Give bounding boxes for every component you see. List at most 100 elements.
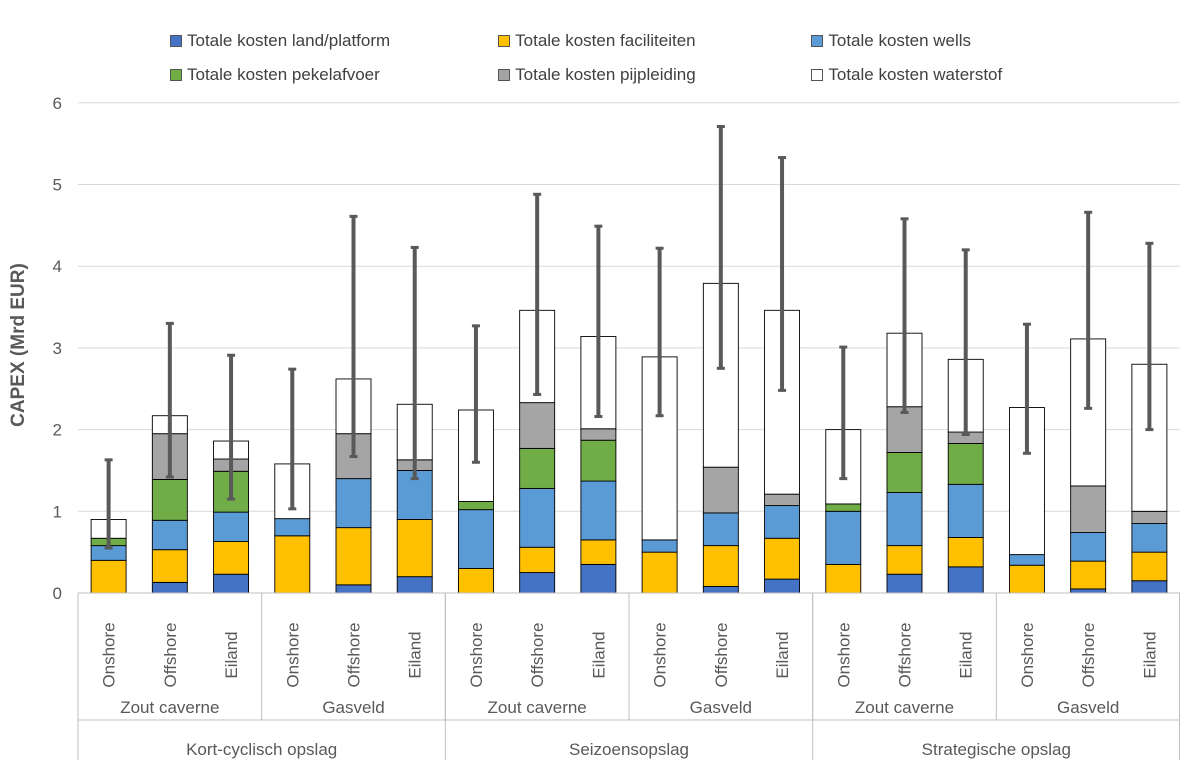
legend-item: Totale kosten pijpleiding <box>498 65 811 85</box>
y-tick-label: 2 <box>53 421 62 440</box>
bars-layer <box>90 282 1168 594</box>
x-category-label: Eiland <box>222 631 241 678</box>
bar-segment <box>580 428 617 441</box>
subgroup-label: Gasveld <box>322 698 384 717</box>
bar-segment <box>641 551 678 594</box>
bar-segment <box>274 518 311 537</box>
y-tick-label: 4 <box>53 257 62 276</box>
bar-segment <box>335 527 372 586</box>
bar-segment <box>702 512 739 547</box>
bar-segment <box>396 519 433 578</box>
bar-segment <box>1070 560 1107 590</box>
bar-segment <box>825 510 862 565</box>
x-category-label: Offshore <box>345 623 364 688</box>
legend-item: Totale kosten pekelafvoer <box>170 65 498 85</box>
x-category-label: Onshore <box>834 622 853 687</box>
x-category-label: Eiland <box>406 631 425 678</box>
bar-segment <box>519 572 556 594</box>
legend-swatch <box>811 69 824 81</box>
bar-segment <box>519 546 556 574</box>
x-category-label: Eiland <box>957 631 976 678</box>
bar-segment <box>825 563 862 594</box>
bar-segment <box>1008 564 1045 594</box>
bar-segment <box>947 483 984 538</box>
legend-label: Totale kosten faciliteiten <box>515 31 696 50</box>
x-category-label: Onshore <box>283 622 302 687</box>
x-category-label: Eiland <box>773 631 792 678</box>
x-category-label: Offshore <box>712 623 731 688</box>
bar-segment <box>580 439 617 482</box>
bar-segment <box>580 480 617 541</box>
bar-segment <box>396 576 433 594</box>
bar-segment <box>580 539 617 565</box>
bar-segment <box>457 501 494 511</box>
bar-segment <box>1131 580 1168 594</box>
legend-item: Totale kosten wells <box>811 31 1050 51</box>
bar-segment <box>886 492 923 547</box>
x-category-label: Onshore <box>100 622 119 687</box>
group-label: Strategische opslag <box>922 740 1071 759</box>
legend-item: Totale kosten faciliteiten <box>498 31 811 51</box>
bar-segment <box>702 545 739 587</box>
x-category-label: Onshore <box>651 622 670 687</box>
bar-segment <box>947 566 984 594</box>
gridlines <box>78 102 1180 512</box>
legend-item: Totale kosten waterstof <box>811 65 1050 85</box>
bar-segment <box>947 443 984 485</box>
bar-segment <box>213 573 250 594</box>
x-category-label: Onshore <box>467 622 486 687</box>
bar-segment <box>213 511 250 542</box>
bar-segment <box>519 447 556 489</box>
y-tick-label: 3 <box>53 339 62 358</box>
bar-segment <box>580 563 617 594</box>
bar-segment <box>335 478 372 529</box>
x-axis: Onshore Offshore Eiland Onshore Offshore Eila… <box>77 592 1180 760</box>
subgroup-label: Zout caverne <box>488 698 587 717</box>
subgroup-label: Zout caverne <box>855 698 954 717</box>
bar-segment <box>1131 523 1168 553</box>
legend-label: Totale kosten pekelafvoer <box>187 65 380 84</box>
legend-item: Totale kosten land/platform <box>170 31 498 51</box>
y-tick-label: 0 <box>53 584 62 603</box>
bar-segment <box>886 545 923 575</box>
x-category-label: Offshore <box>161 623 180 688</box>
bar-segment <box>1131 510 1168 525</box>
x-category-label: Eiland <box>1140 631 1159 678</box>
bar-segment <box>213 541 250 575</box>
legend-swatch <box>498 35 511 47</box>
legend-label: Totale kosten wells <box>828 31 972 50</box>
subgroup-label: Gasveld <box>1057 698 1119 717</box>
bar-segment <box>519 402 556 449</box>
legend: Totale kosten land/platform Totale koste… <box>170 24 1050 92</box>
bar-segment <box>764 505 801 539</box>
group-label: Seizoensopslag <box>569 740 689 759</box>
bar-segment <box>457 509 494 569</box>
bar-segment <box>457 568 494 594</box>
bar-segment <box>702 586 739 594</box>
x-category-label: Eiland <box>589 631 608 678</box>
bar-segment <box>151 519 188 551</box>
bar-segment <box>274 535 311 594</box>
legend-swatch <box>170 69 182 81</box>
y-tick-label: 5 <box>53 176 62 195</box>
bar-segment <box>886 452 923 493</box>
bar-segment <box>151 549 188 583</box>
bar-segment <box>1070 485 1107 533</box>
legend-label: Totale kosten land/platform <box>187 31 391 50</box>
legend-swatch <box>170 35 182 47</box>
y-axis-title: CAPEX (Mrd EUR) <box>8 263 29 427</box>
group-label: Kort-cyclisch opslag <box>186 740 337 759</box>
bar-segment <box>947 536 984 568</box>
bar-segment <box>335 584 372 594</box>
bar-segment <box>764 537 801 580</box>
bar-segment <box>886 573 923 594</box>
legend-label: Totale kosten pijpleiding <box>515 65 696 84</box>
y-tick-label: 1 <box>53 502 62 521</box>
bar-segment <box>151 581 188 594</box>
subgroup-label: Gasveld <box>690 698 752 717</box>
bar-segment <box>1131 551 1168 582</box>
bar-segment <box>519 487 556 548</box>
bar-segment <box>1070 588 1107 594</box>
legend-swatch <box>811 35 824 47</box>
